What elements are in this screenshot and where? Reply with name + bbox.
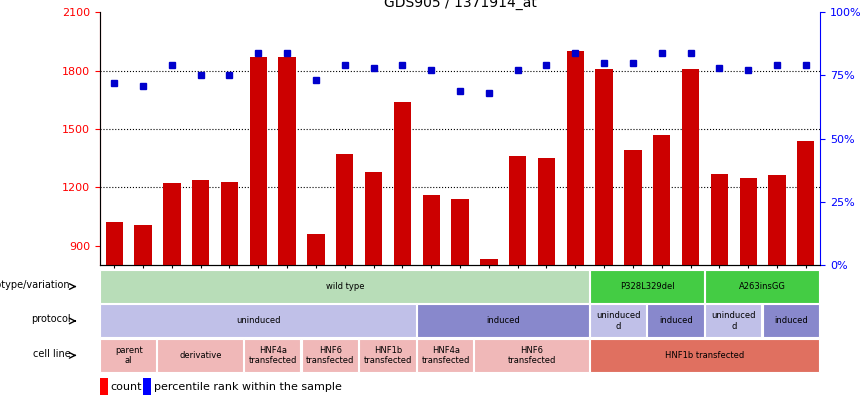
Bar bbox=[359, 339, 416, 372]
Bar bbox=[192, 179, 209, 265]
Bar bbox=[797, 141, 814, 265]
Bar bbox=[417, 339, 473, 372]
Text: induced: induced bbox=[486, 316, 520, 326]
Text: HNF6
transfected: HNF6 transfected bbox=[508, 346, 556, 365]
Text: uninduced: uninduced bbox=[236, 316, 280, 326]
Bar bbox=[682, 68, 700, 265]
Text: P328L329del: P328L329del bbox=[620, 282, 674, 291]
Text: percentile rank within the sample: percentile rank within the sample bbox=[155, 382, 342, 392]
Bar bbox=[589, 339, 819, 372]
Bar bbox=[475, 339, 589, 372]
Text: induced: induced bbox=[660, 316, 693, 326]
Bar bbox=[567, 51, 584, 265]
Bar bbox=[480, 260, 497, 265]
Text: uninduced
d: uninduced d bbox=[596, 311, 641, 330]
Bar bbox=[279, 57, 296, 265]
Bar bbox=[423, 195, 440, 265]
Bar bbox=[301, 339, 358, 372]
Text: wild type: wild type bbox=[326, 282, 364, 291]
Bar bbox=[768, 175, 786, 265]
Bar bbox=[740, 178, 757, 265]
Bar bbox=[100, 339, 156, 372]
Bar bbox=[157, 339, 243, 372]
Bar bbox=[653, 135, 670, 265]
Bar bbox=[417, 305, 589, 337]
Bar bbox=[624, 150, 641, 265]
Bar bbox=[394, 102, 411, 265]
Text: protocol: protocol bbox=[31, 314, 70, 324]
Text: derivative: derivative bbox=[180, 351, 222, 360]
Bar bbox=[365, 172, 382, 265]
Bar bbox=[100, 378, 108, 395]
Text: genotype/variation: genotype/variation bbox=[0, 280, 70, 290]
Text: HNF1b
transfected: HNF1b transfected bbox=[364, 346, 412, 365]
Text: count: count bbox=[111, 382, 142, 392]
Text: A263insGG: A263insGG bbox=[740, 282, 786, 291]
Text: parent
al: parent al bbox=[115, 346, 142, 365]
Bar bbox=[538, 158, 556, 265]
Bar bbox=[106, 222, 123, 265]
Text: HNF6
transfected: HNF6 transfected bbox=[306, 346, 354, 365]
Text: HNF4a
transfected: HNF4a transfected bbox=[248, 346, 297, 365]
Bar bbox=[711, 174, 728, 265]
Bar bbox=[705, 270, 819, 303]
Text: induced: induced bbox=[774, 316, 808, 326]
Bar bbox=[589, 305, 646, 337]
Bar bbox=[220, 181, 238, 265]
Bar bbox=[307, 234, 325, 265]
Bar bbox=[451, 199, 469, 265]
Bar bbox=[135, 225, 152, 265]
Bar bbox=[509, 156, 526, 265]
Text: HNF4a
transfected: HNF4a transfected bbox=[422, 346, 470, 365]
Bar bbox=[163, 183, 181, 265]
Bar bbox=[100, 305, 416, 337]
Bar bbox=[648, 305, 704, 337]
Bar bbox=[100, 270, 589, 303]
Bar bbox=[244, 339, 300, 372]
Bar bbox=[705, 305, 761, 337]
Bar bbox=[763, 305, 819, 337]
Bar bbox=[595, 68, 613, 265]
Bar bbox=[336, 154, 353, 265]
Bar bbox=[143, 378, 151, 395]
Bar bbox=[250, 57, 267, 265]
Title: GDS905 / 1371914_at: GDS905 / 1371914_at bbox=[384, 0, 536, 10]
Text: cell line: cell line bbox=[33, 349, 70, 359]
Text: uninduced
d: uninduced d bbox=[712, 311, 756, 330]
Text: HNF1b transfected: HNF1b transfected bbox=[666, 351, 745, 360]
Bar bbox=[589, 270, 704, 303]
